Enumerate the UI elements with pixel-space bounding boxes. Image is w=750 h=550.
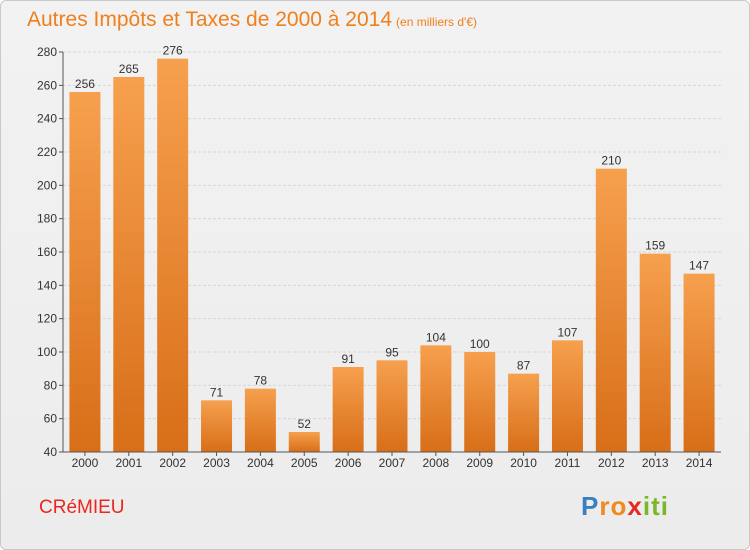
x-tick-label: 2004 (247, 456, 274, 470)
bar (639, 253, 671, 452)
x-tick-label: 2012 (598, 456, 625, 470)
y-tick-label: 180 (37, 212, 57, 226)
data-label: 107 (557, 325, 577, 339)
labels: 256 265 276 71 78 52 91 95 104 100 87 107 210 159 147 (75, 44, 709, 431)
data-label: 100 (470, 337, 490, 351)
data-label: 265 (119, 62, 139, 76)
data-label: 78 (254, 374, 268, 388)
bar (464, 352, 496, 452)
bar (157, 58, 189, 453)
y-tick-label: 80 (44, 378, 58, 392)
x-tick-label: 2003 (203, 456, 230, 470)
chart-title-text: Autres Impôts et Taxes de 2000 à 2014 (27, 8, 393, 31)
bar (376, 360, 408, 452)
data-label: 87 (517, 359, 531, 373)
bar (332, 367, 364, 452)
y-tick-label: 40 (44, 445, 58, 459)
y-tick-label: 220 (37, 145, 57, 159)
x-tick-label: 2005 (291, 456, 318, 470)
bar (420, 345, 452, 452)
y-tick-label: 260 (37, 78, 57, 92)
bar (69, 92, 101, 452)
x-tick-label: 2009 (466, 456, 493, 470)
bar (595, 168, 627, 452)
data-label: 210 (601, 154, 621, 168)
data-label: 104 (426, 330, 446, 344)
logo-letter: x (627, 491, 643, 521)
unit-note: (en milliers d'€) (396, 15, 478, 29)
x-tick-label: 2000 (72, 456, 99, 470)
bar (201, 400, 233, 452)
logo-letter: r (599, 491, 611, 521)
y-tick-label: 60 (44, 412, 58, 426)
y-tick-label: 140 (37, 278, 57, 292)
y-tick-label: 200 (37, 178, 57, 192)
bar (244, 388, 276, 452)
x-tick-label: 2011 (555, 456, 581, 470)
bar (683, 273, 715, 452)
bar (113, 77, 145, 452)
logo-letter: t (651, 491, 661, 521)
logo-letter: o (610, 491, 628, 521)
bars (69, 58, 715, 453)
y-tick-label: 240 (37, 112, 57, 126)
data-label: 52 (298, 417, 312, 431)
logo-letter: i (660, 491, 669, 521)
data-label: 95 (385, 345, 399, 359)
data-label: 147 (689, 259, 709, 273)
commune-name: CRéMIEU (39, 497, 125, 518)
proxiti-logo[interactable]: Proxiti (581, 491, 669, 522)
x-tick-label: 2010 (510, 456, 537, 470)
x-tick-label: 2001 (115, 456, 142, 470)
data-label: 159 (645, 239, 665, 253)
y-tick-label: 160 (37, 245, 57, 259)
chart-title: Autres Impôts et Taxes de 2000 à 2014 (en… (27, 8, 477, 32)
logo-letter: P (581, 491, 600, 521)
data-label: 256 (75, 77, 95, 91)
bar (551, 340, 583, 452)
x-tick-label: 2007 (379, 456, 406, 470)
logo-letter: i (642, 491, 652, 521)
bar (508, 373, 540, 452)
data-label: 71 (210, 385, 224, 399)
y-tick-label: 280 (37, 45, 57, 59)
x-tick-label: 2002 (159, 456, 186, 470)
x-tick-label: 2008 (423, 456, 450, 470)
y-tick-label: 120 (37, 312, 57, 326)
x-tick-label: 2006 (335, 456, 362, 470)
axes: 40 60 80 100 120 140 160 180 200 220 240 260 280 2000… (37, 45, 721, 470)
x-tick-label: 2013 (642, 456, 669, 470)
x-tick-label: 2014 (686, 456, 713, 470)
y-tick-label: 100 (37, 345, 57, 359)
data-label: 276 (163, 44, 183, 58)
data-label: 91 (341, 352, 355, 366)
bar (288, 432, 320, 452)
